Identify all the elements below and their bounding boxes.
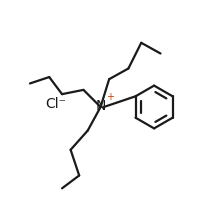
Text: Cl⁻: Cl⁻	[45, 97, 66, 111]
Text: N: N	[95, 99, 106, 113]
Text: +: +	[106, 92, 114, 102]
